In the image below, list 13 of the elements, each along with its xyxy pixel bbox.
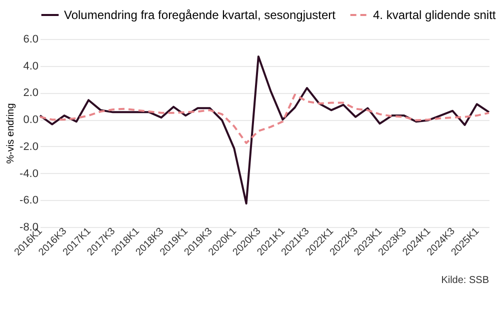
- legend-label: Volumendring fra foregående kvartal, sesongjustert: [64, 8, 336, 22]
- line-series: [39, 94, 490, 144]
- y-tick-label: 0.0: [23, 114, 38, 126]
- text: Kilde: SSB: [441, 275, 490, 286]
- y-tick-label: -4.0: [20, 168, 38, 180]
- legend-label: 4. kvartal glidende snitt: [373, 8, 496, 22]
- line-series: [39, 55, 490, 204]
- y-tick-label: 2.0: [23, 87, 38, 100]
- y-tick-label: -6.0: [20, 194, 38, 207]
- y-tick-label: -2.0: [20, 140, 38, 153]
- y-tick-label: 4.0: [23, 60, 38, 72]
- y-axis-title: %-vis endring: [6, 103, 17, 164]
- y-tick-label: 6.0: [23, 34, 38, 46]
